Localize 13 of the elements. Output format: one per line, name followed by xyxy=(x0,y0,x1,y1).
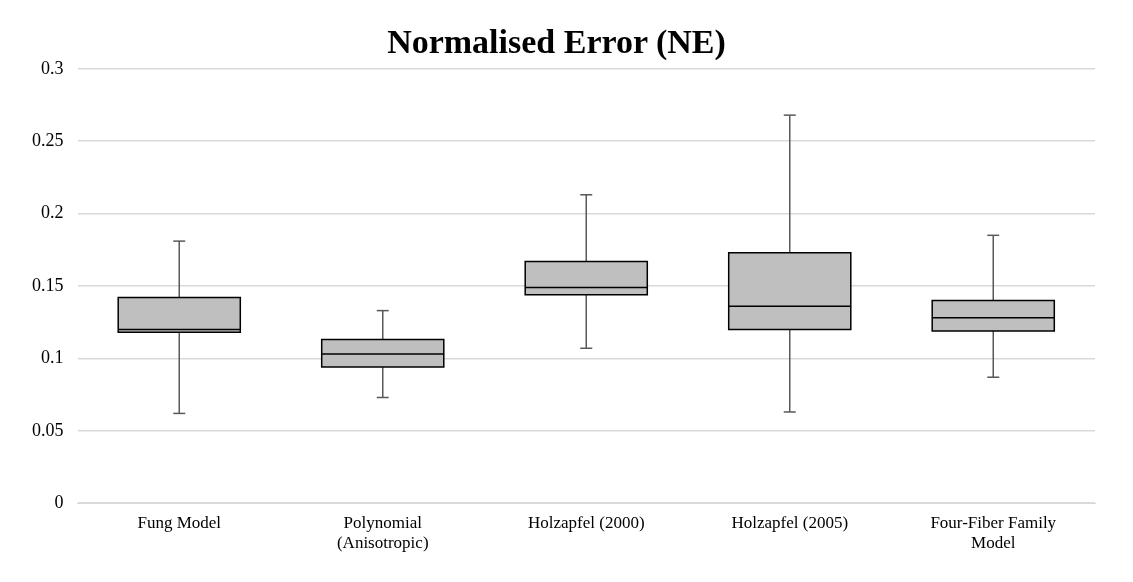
x-tick-label: Holzapfel (2000) xyxy=(527,512,645,532)
y-tick-label: 0.1 xyxy=(41,347,64,368)
x-tick-label: Holzapfel (2005) xyxy=(731,512,849,532)
y-tick-label: 0.05 xyxy=(32,419,64,440)
y-tick-label: 0.15 xyxy=(32,274,64,295)
chart-title: Normalised Error (NE) xyxy=(387,23,726,62)
y-tick-label: 0.3 xyxy=(41,57,64,78)
y-tick-label: 0.25 xyxy=(32,129,64,150)
y-tick-label: 0.2 xyxy=(41,202,64,223)
x-tick-label: Polynomial (Anisotropic) xyxy=(336,512,429,553)
x-tick-label: Four-Fiber Family Model xyxy=(930,512,1057,553)
y-tick-label: 0 xyxy=(54,491,64,512)
x-tick-label: Fung Model xyxy=(137,512,222,532)
